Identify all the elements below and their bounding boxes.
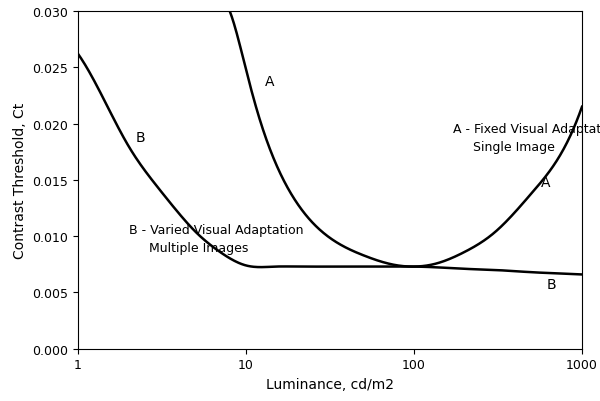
Text: A: A: [265, 75, 275, 88]
Y-axis label: Contrast Threshold, Ct: Contrast Threshold, Ct: [13, 103, 27, 258]
Text: A - Fixed Visual Adaptation
     Single Image: A - Fixed Visual Adaptation Single Image: [453, 122, 600, 153]
Text: B - Varied Visual Adaptation
     Multiple Images: B - Varied Visual Adaptation Multiple Im…: [128, 223, 303, 254]
X-axis label: Luminance, cd/m2: Luminance, cd/m2: [266, 377, 394, 391]
Text: B: B: [547, 277, 557, 291]
Text: A: A: [541, 176, 550, 190]
Text: B: B: [136, 131, 145, 145]
